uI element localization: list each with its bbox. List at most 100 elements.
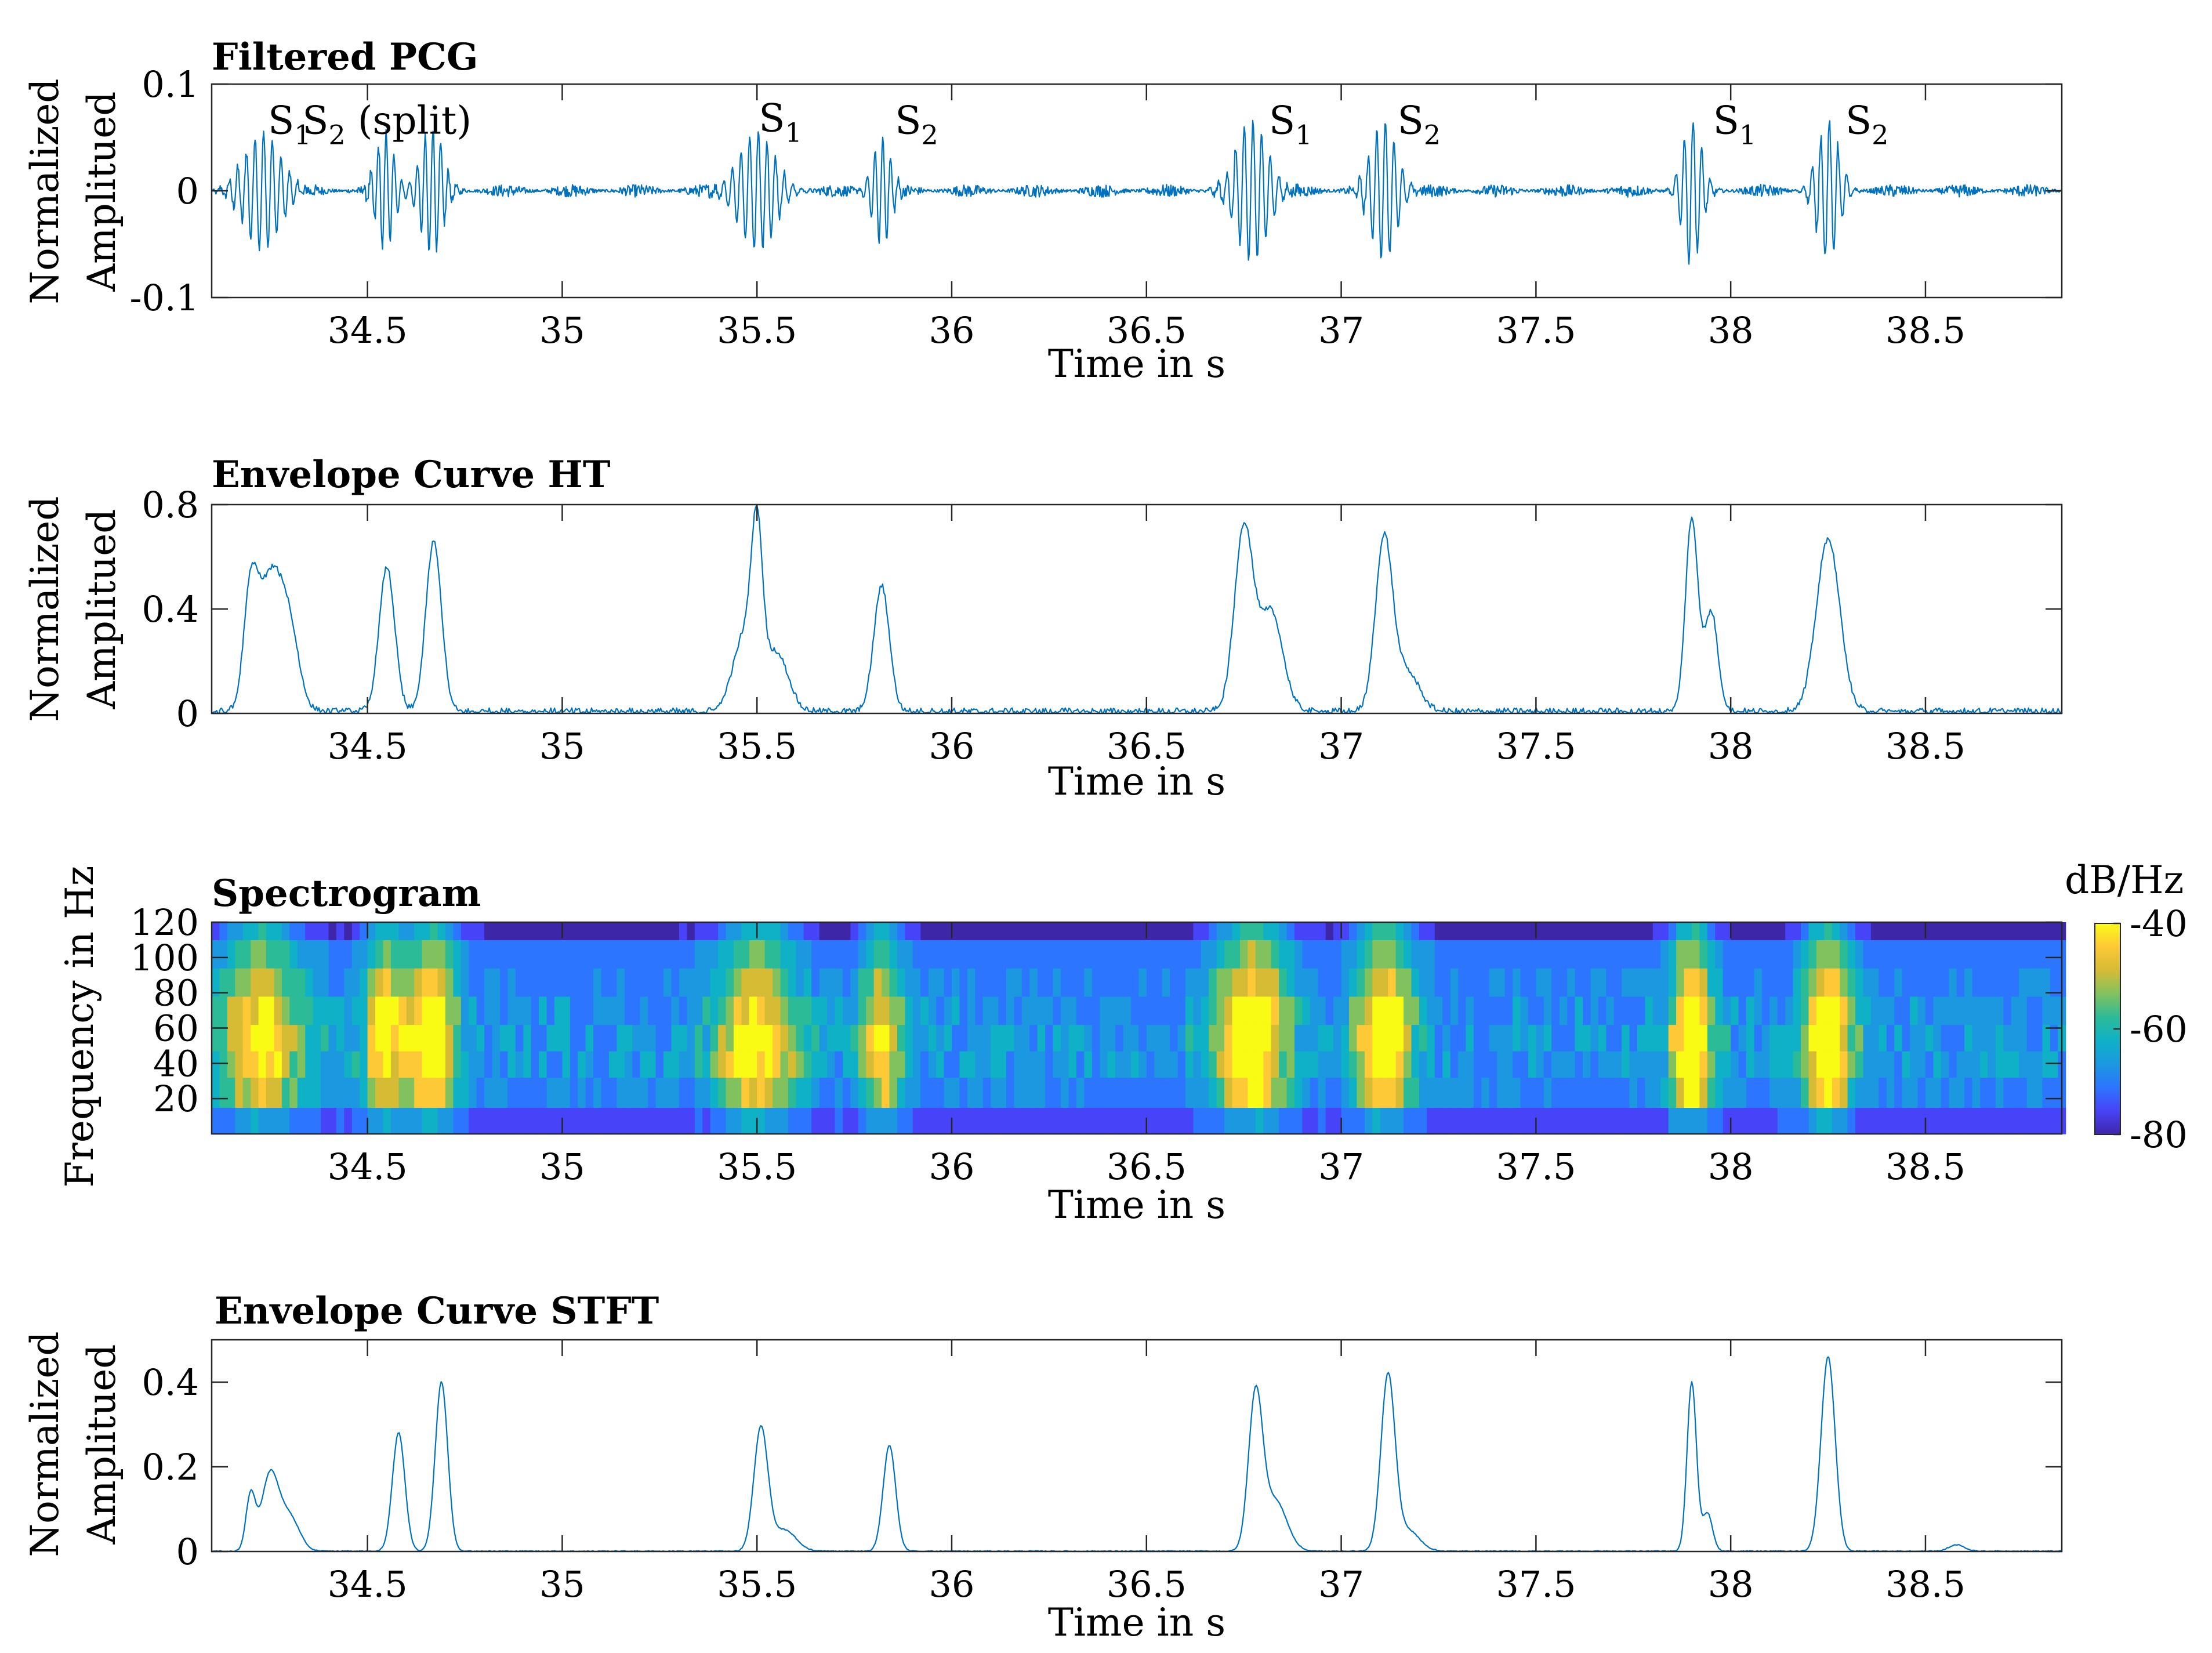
spectrogram-cell — [952, 1024, 960, 1052]
spectrogram-cell — [1138, 1051, 1147, 1078]
spectrogram-cell — [1177, 1051, 1186, 1078]
spectrogram-cell — [952, 1077, 960, 1108]
spectrogram-cell — [1021, 940, 1030, 969]
spectrogram-cell — [1263, 968, 1272, 997]
spectrogram-cell — [1622, 1051, 1630, 1078]
spectrogram-cell — [624, 1051, 633, 1078]
spectrogram-cell — [617, 1077, 625, 1108]
spectrogram-cell — [1388, 1107, 1397, 1134]
spectrogram-cell — [998, 968, 1007, 997]
spectrogram-cell — [1980, 1051, 1988, 1078]
spectrogram-cell — [1021, 1107, 1030, 1134]
spectrogram-cell — [1442, 940, 1451, 969]
spectrogram-cell — [321, 940, 329, 969]
spectrogram-cell — [1559, 940, 1568, 969]
spectrogram-cell — [1567, 1077, 1576, 1108]
spectrogram-cell — [1606, 1051, 1615, 1078]
spectrogram-cell — [1910, 940, 1919, 969]
plot-area — [211, 1356, 2062, 1553]
spectrogram-cell — [1754, 940, 1763, 969]
spectrogram-cell — [1302, 968, 1311, 997]
spectrogram-cell — [843, 1051, 851, 1078]
spectrogram-cell — [531, 922, 539, 940]
spectrogram-cell — [803, 996, 812, 1025]
spectrogram-cell — [694, 1024, 703, 1052]
spectrogram-cell — [1357, 1051, 1365, 1078]
spectrogram-cell — [281, 922, 290, 940]
spectrogram-cell — [1115, 968, 1124, 997]
spectrogram-cell — [1434, 1051, 1443, 1078]
heart-sound-label: S2 — [1398, 98, 1441, 150]
spectrogram-cell — [1162, 996, 1170, 1025]
spectrogram-cell — [1917, 922, 1926, 940]
spectrogram-cell — [1427, 1077, 1435, 1108]
spectrogram-cell — [336, 968, 345, 997]
plot-area — [212, 922, 2066, 1134]
spectrogram-cell — [1318, 968, 1326, 997]
spectrogram-cell — [593, 1077, 602, 1108]
spectrogram-cell — [344, 968, 353, 997]
spectrogram-cell — [531, 940, 539, 969]
spectrogram-cell — [305, 1107, 314, 1134]
axes-frame — [211, 921, 2063, 1135]
spectrogram-cell — [336, 996, 345, 1025]
spectrogram-cell — [554, 996, 563, 1025]
spectrogram-cell — [928, 1077, 937, 1108]
spectrogram-cell — [1910, 1024, 1919, 1052]
spectrogram-cell — [351, 1077, 360, 1108]
spectrogram-cell — [1551, 1077, 1560, 1108]
spectrogram-cell — [336, 1107, 345, 1134]
spectrogram-cell — [1349, 968, 1357, 997]
spectrogram-cell — [687, 968, 695, 997]
spectrogram-cell — [866, 922, 875, 940]
spectrogram-cell — [1528, 968, 1536, 997]
spectrogram-cell — [1645, 1024, 1653, 1052]
spectrogram-cell — [1255, 1077, 1264, 1108]
spectrogram-cell — [1100, 996, 1108, 1025]
spectrogram-cell — [1761, 1107, 1770, 1134]
spectrogram-cell — [1076, 1107, 1085, 1134]
spectrogram-cell — [710, 996, 719, 1025]
spectrogram-cell — [928, 1107, 937, 1134]
spectrogram-cell — [632, 940, 641, 969]
spectrogram-cell — [1427, 1051, 1435, 1078]
spectrogram-cell — [1411, 1051, 1420, 1078]
spectrogram-cell — [757, 940, 766, 969]
spectrogram-cell — [1637, 940, 1645, 969]
y-axis-label-line-2: Amplitued — [79, 509, 124, 709]
spectrogram-cell — [733, 1024, 742, 1052]
spectrogram-cell — [858, 1107, 866, 1134]
x-tick-label: 34.5 — [328, 1563, 408, 1605]
spectrogram-cell — [1528, 1051, 1536, 1078]
spectrogram-cell — [1216, 968, 1225, 997]
spectrogram-cell — [655, 1107, 664, 1134]
y-tick-label: 20 — [153, 1078, 199, 1120]
spectrogram-cell — [733, 996, 742, 1025]
spectrogram-cell — [710, 922, 719, 940]
spectrogram-cell — [469, 968, 477, 997]
spectrogram-cell — [710, 1077, 719, 1108]
spectrogram-cell — [562, 1107, 571, 1134]
spectrogram-cell — [749, 1107, 757, 1134]
spectrogram-cell — [624, 996, 633, 1025]
spectrogram-cell — [281, 1107, 290, 1134]
x-axis-label: Time in s — [1048, 1183, 1225, 1227]
spectrogram-cell — [780, 940, 789, 969]
spectrogram-cell — [655, 940, 664, 969]
spectrogram-cell — [858, 968, 866, 997]
spectrogram-cell — [1489, 1024, 1497, 1052]
spectrogram-cell — [1910, 968, 1919, 997]
spectrogram-cell — [523, 1077, 532, 1108]
spectrogram-cell — [1388, 1024, 1397, 1052]
spectrogram-cell — [1956, 922, 1965, 940]
spectrogram-cell — [460, 1077, 469, 1108]
spectrogram-cell — [1699, 1024, 1708, 1052]
spectrogram-cell — [1629, 1024, 1638, 1052]
spectrogram-cell — [1084, 968, 1093, 997]
spectrogram-cell — [1053, 1051, 1061, 1078]
spectrogram-cell — [570, 940, 578, 969]
spectrogram-cell — [1816, 996, 1825, 1025]
spectrogram-cell — [1528, 1107, 1536, 1134]
spectrogram-cell — [321, 996, 329, 1025]
spectrogram-cell — [1318, 1107, 1326, 1134]
